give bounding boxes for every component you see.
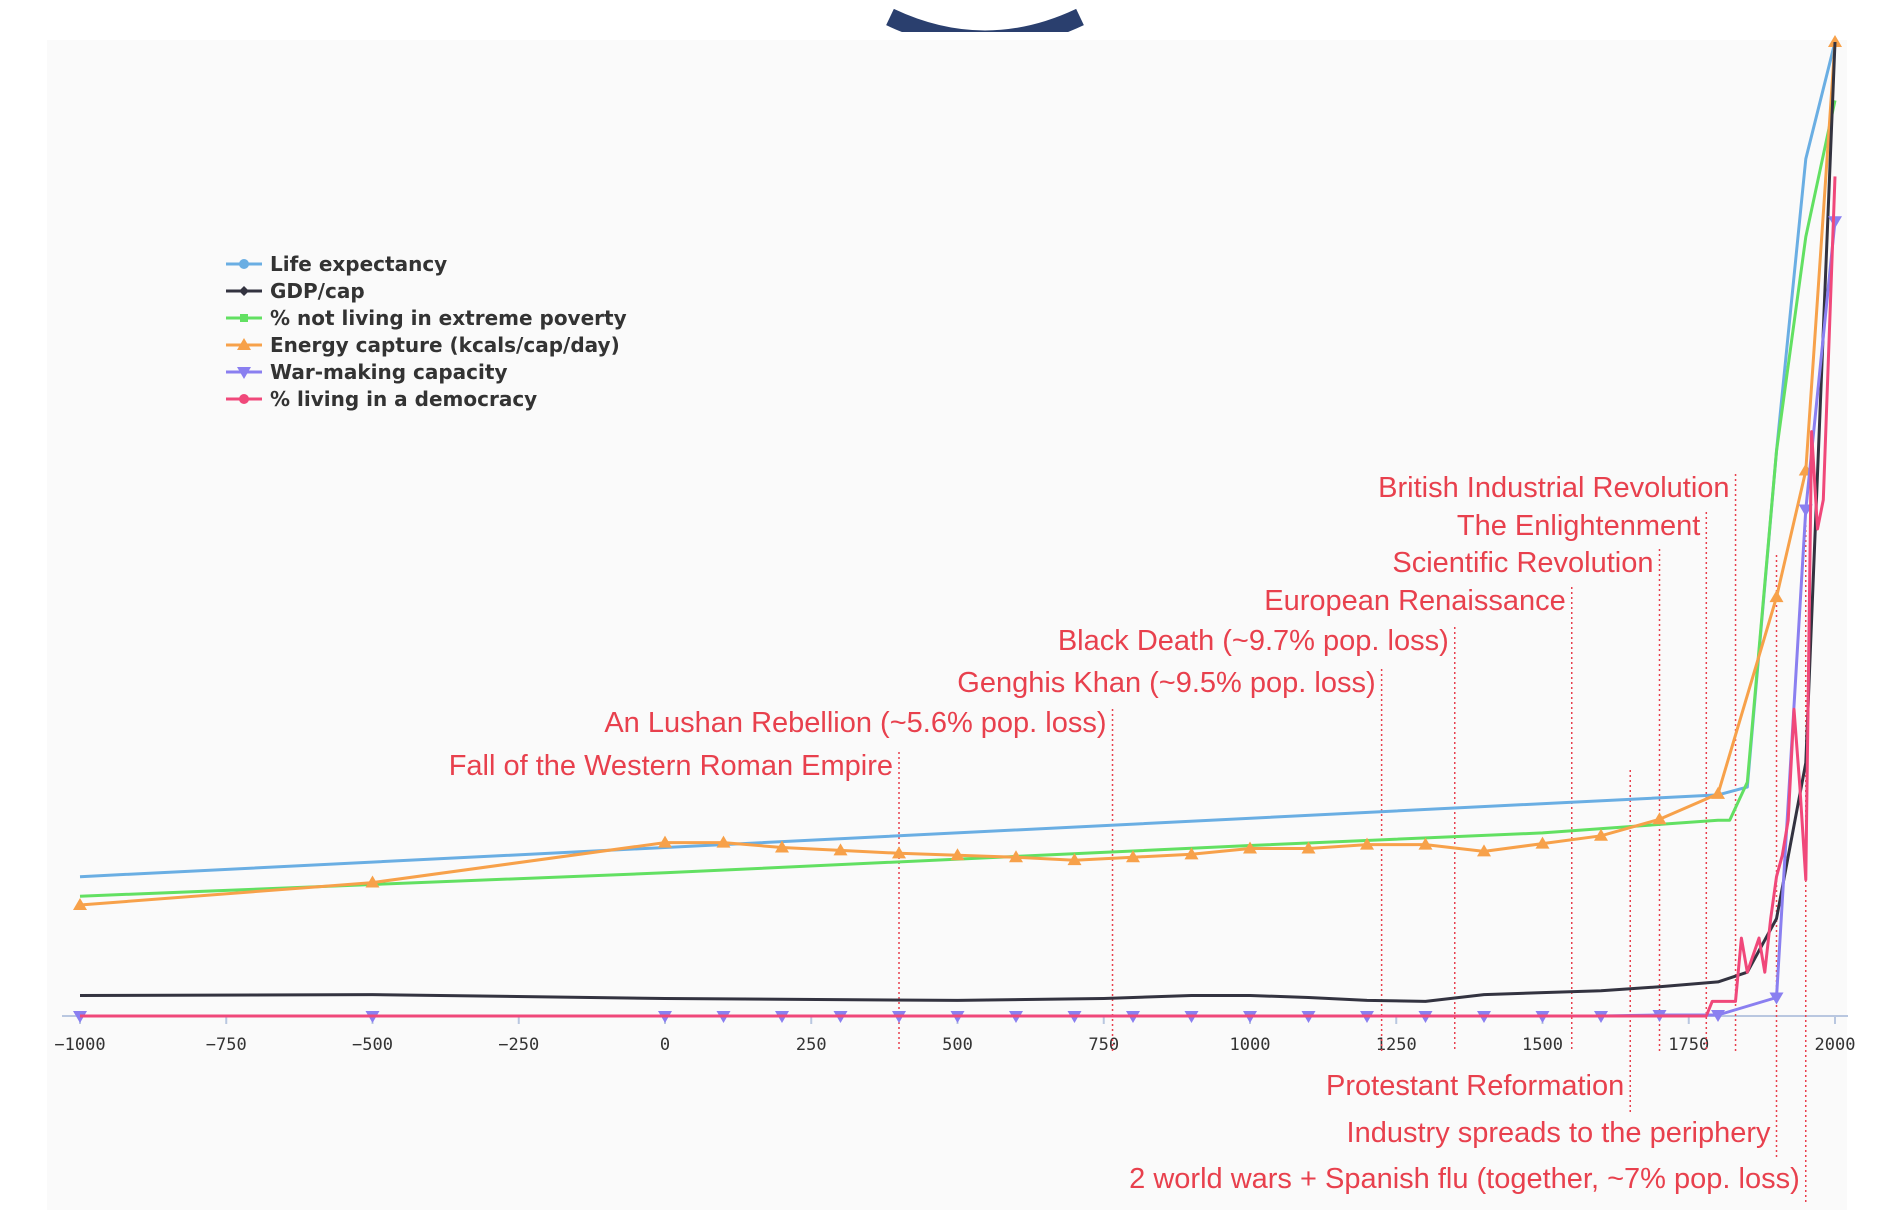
data-point bbox=[950, 848, 965, 861]
data-point bbox=[239, 258, 249, 269]
cropped-title-fragment bbox=[886, 8, 1084, 32]
legend-label: % not living in extreme poverty bbox=[270, 305, 627, 330]
legend-item-democracy[interactable]: % living in a democracy bbox=[226, 385, 627, 412]
legend: Life expectancy GDP/cap% not living in ex… bbox=[226, 250, 627, 412]
data-point bbox=[237, 337, 251, 350]
x-tick-label: 750 bbox=[1088, 1035, 1119, 1055]
event-label: Black Death (~9.7% pop. loss) bbox=[1057, 625, 1449, 657]
event-label: European Renaissance bbox=[1264, 585, 1566, 617]
legend-swatch bbox=[226, 285, 262, 296]
series-line-energy bbox=[79, 41, 1837, 907]
series-energy bbox=[73, 35, 1842, 910]
x-tick-label: 1000 bbox=[1230, 1035, 1271, 1055]
legend-item-poverty[interactable]: % not living in extreme poverty bbox=[226, 304, 627, 331]
data-point bbox=[716, 835, 731, 848]
data-point bbox=[365, 875, 380, 888]
event-label: The Enlightenment bbox=[1456, 510, 1701, 542]
data-point bbox=[1067, 853, 1082, 866]
data-point bbox=[1828, 216, 1842, 229]
series-line-democracy bbox=[80, 176, 1837, 1018]
legend-label: Life expectancy bbox=[270, 251, 448, 276]
legend-label: War-making capacity bbox=[270, 359, 508, 384]
x-tick-label: −750 bbox=[206, 1035, 247, 1055]
legend-item-gdp[interactable]: GDP/cap bbox=[226, 277, 627, 304]
series-democracy bbox=[80, 176, 1837, 1018]
data-point bbox=[1418, 837, 1433, 850]
legend-item-energy[interactable]: Energy capture (kcals/cap/day) bbox=[226, 331, 627, 358]
event-label: An Lushan Rebellion (~5.6% pop. loss) bbox=[604, 707, 1107, 739]
event-label: Protestant Reformation bbox=[1326, 1070, 1625, 1102]
legend-swatch bbox=[226, 258, 262, 269]
data-point bbox=[1711, 1010, 1725, 1023]
legend-item-war[interactable]: War-making capacity bbox=[226, 358, 627, 385]
data-point bbox=[1184, 847, 1199, 860]
event-label: Industry spreads to the periphery bbox=[1346, 1117, 1771, 1149]
data-point bbox=[237, 366, 251, 379]
x-tick-label: 500 bbox=[942, 1035, 973, 1055]
legend-swatch bbox=[226, 313, 262, 322]
event-label: 2 world wars + Spanish flu (together, ~7… bbox=[1129, 1163, 1800, 1195]
event-label: Fall of the Western Roman Empire bbox=[448, 750, 893, 782]
data-point bbox=[1126, 850, 1140, 863]
legend-label: Energy capture (kcals/cap/day) bbox=[270, 332, 620, 357]
series-lines bbox=[73, 35, 1842, 1023]
legend-label: % living in a democracy bbox=[270, 386, 538, 411]
x-tick-label: −500 bbox=[352, 1035, 393, 1055]
data-point bbox=[658, 835, 672, 848]
legend-swatch bbox=[226, 366, 262, 379]
data-point bbox=[833, 843, 848, 856]
x-tick-label: 1250 bbox=[1376, 1035, 1417, 1055]
data-point bbox=[1360, 837, 1374, 850]
data-point bbox=[1711, 786, 1725, 799]
data-point bbox=[1769, 590, 1784, 603]
data-point bbox=[1301, 841, 1316, 854]
x-tick-label: 1750 bbox=[1668, 1035, 1709, 1055]
data-point bbox=[1594, 828, 1608, 841]
data-point bbox=[73, 897, 87, 910]
legend-swatch bbox=[226, 393, 262, 404]
x-tick-label: 250 bbox=[796, 1035, 827, 1055]
data-point bbox=[1477, 844, 1491, 857]
legend-label: GDP/cap bbox=[270, 278, 365, 303]
data-point bbox=[239, 285, 249, 296]
x-tick-label: 2000 bbox=[1815, 1035, 1856, 1055]
data-point bbox=[1243, 841, 1257, 854]
x-tick-label: 1500 bbox=[1522, 1035, 1563, 1055]
event-label: British Industrial Revolution bbox=[1378, 472, 1730, 504]
event-label: Scientific Revolution bbox=[1392, 547, 1654, 579]
data-point bbox=[1009, 850, 1023, 863]
data-point bbox=[240, 313, 248, 322]
data-point bbox=[775, 840, 789, 853]
data-point bbox=[1652, 812, 1667, 825]
x-tick-label: 0 bbox=[660, 1035, 670, 1055]
data-point bbox=[1828, 35, 1842, 47]
x-tick-label: −1000 bbox=[54, 1035, 105, 1055]
data-point bbox=[892, 846, 906, 859]
event-label: Genghis Khan (~9.5% pop. loss) bbox=[957, 667, 1376, 699]
x-tick-label: −250 bbox=[498, 1035, 539, 1055]
data-point bbox=[1769, 992, 1784, 1005]
data-point bbox=[239, 393, 249, 404]
legend-swatch bbox=[226, 337, 262, 350]
data-point bbox=[1535, 836, 1550, 849]
legend-item-life[interactable]: Life expectancy bbox=[226, 250, 627, 277]
